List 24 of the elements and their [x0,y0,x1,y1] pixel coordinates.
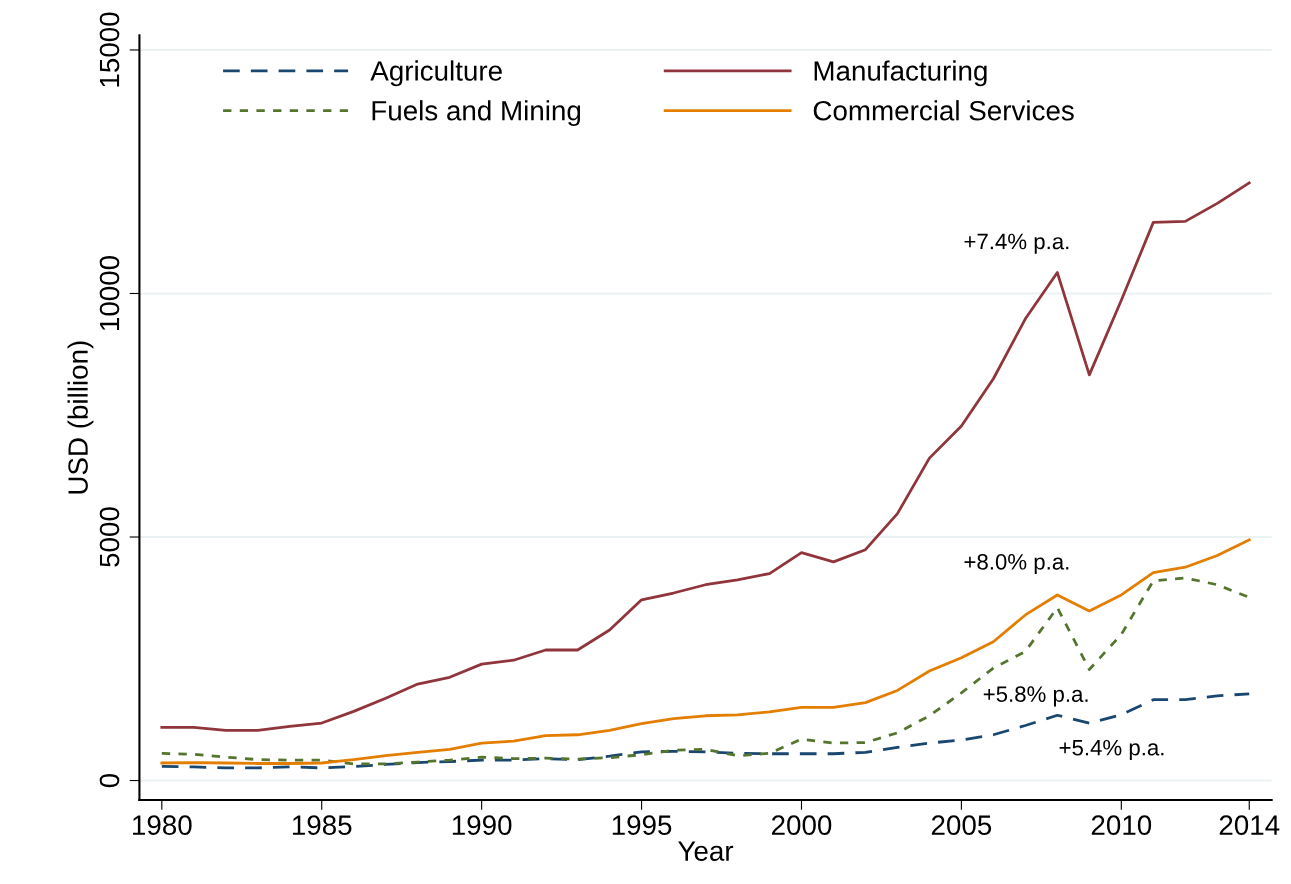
legend-label: Agriculture [370,60,502,87]
legend-label: Commercial Services [813,100,1074,121]
line-series [160,181,1251,732]
legend-label: Manufacturing [814,60,987,87]
annotation: +7.4% p.a. [964,233,1069,254]
annotation: +5.4% p.a. [1059,739,1164,760]
y-tick-label: 0 [99,773,120,788]
x-tick-label: 2005 [931,815,992,836]
x-tick-label: 2010 [1091,815,1152,836]
x-tick-label: 2000 [771,815,832,836]
line-series [160,538,1251,765]
x-tick-label: 1985 [292,815,352,836]
y-tick-label: 5000 [99,507,120,567]
x-tick-label: 1980 [133,815,192,836]
x-tick-label: 2014 [1219,815,1280,836]
y-axis-title: USD (billion) [67,341,94,494]
x-axis-title: Year [678,841,734,861]
annotation: +8.0% p.a. [964,553,1069,575]
x-tick-label: 1995 [612,815,672,836]
y-tick-label: 15000 [99,12,120,87]
y-tick-label: 10000 [99,255,120,330]
x-tick-label: 1990 [452,815,512,836]
annotation: +5.8% p.a. [983,686,1088,707]
legend-label: Fuels and Mining [372,100,581,127]
